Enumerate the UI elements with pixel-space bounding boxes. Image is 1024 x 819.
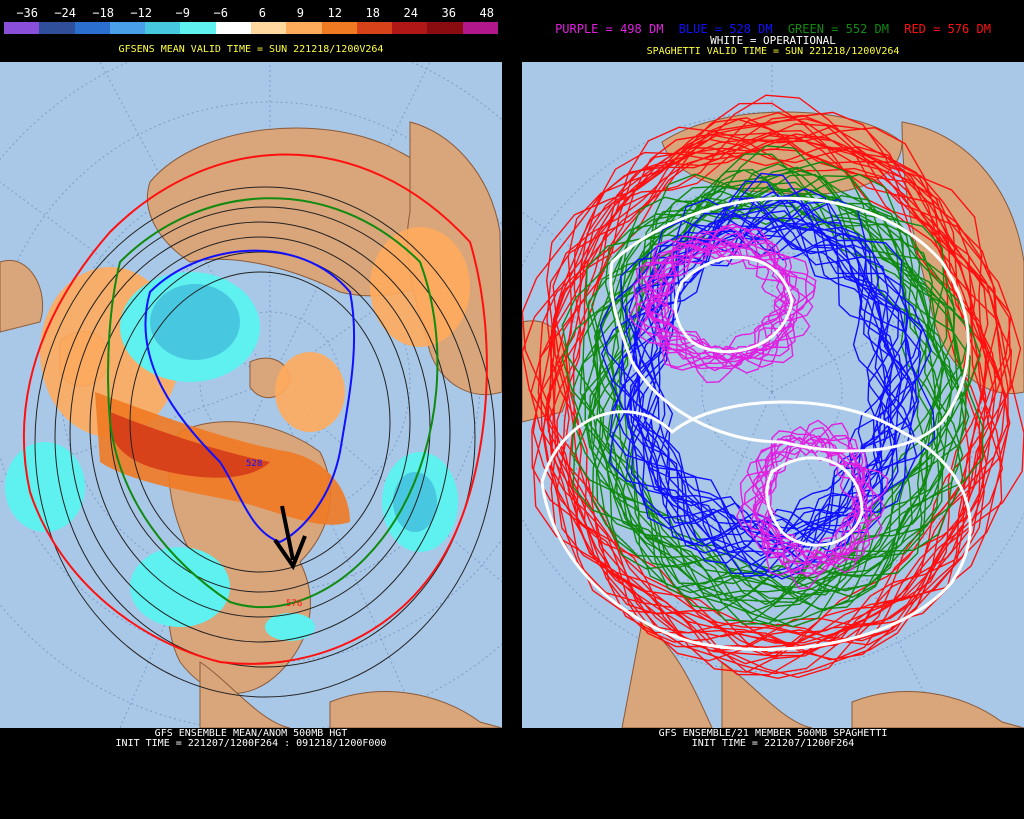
spaghetti-line (531, 126, 1009, 675)
spaghetti-line (561, 145, 982, 610)
right-footer-line2: INIT TIME = 221207/1200F264 (691, 738, 855, 749)
legend-white: WHITE = OPERATIONAL (710, 34, 836, 47)
spaghetti-panel: PURPLE = 498 DM BLUE = 528 DM GREEN = 55… (522, 0, 1024, 819)
colorbar-swatch (145, 22, 181, 34)
spaghetti-line (609, 198, 916, 574)
spaghetti-line (638, 223, 816, 374)
spaghetti-red-contours (522, 94, 1024, 680)
spaghetti-line (561, 153, 972, 612)
panel-divider (502, 0, 522, 819)
spaghetti-line (643, 225, 903, 548)
spaghetti-line (752, 438, 860, 567)
ensemble-mean-map: 528 576 (0, 62, 502, 728)
colorbar-tick-label: 6 (258, 6, 266, 20)
colorbar-tick-label: −18 (92, 6, 114, 20)
spaghetti-line (637, 201, 920, 559)
colorbar-tick-label: 12 (327, 6, 342, 20)
spaghetti-line (648, 228, 814, 368)
colorbar-tick-label: 24 (403, 6, 418, 20)
spaghetti-green-contours (561, 145, 984, 628)
spaghetti-line (619, 196, 900, 554)
operational-contours (540, 196, 972, 651)
colorbar-swatch (250, 22, 287, 34)
left-footer-line1: GFS ENSEMBLE MEAN/ANOM 500MB HGT (154, 728, 348, 739)
colorbar-tick-label: −6 (213, 6, 228, 20)
contour-528 (144, 249, 356, 544)
spaghetti-line (547, 147, 985, 657)
spaghetti-line (585, 161, 967, 600)
contour-576 (22, 153, 488, 665)
spaghetti-line (630, 222, 892, 557)
spaghetti-line (743, 425, 871, 573)
left-valid-time: GFSENS MEAN VALID TIME = SUN 221218/1200… (118, 44, 384, 55)
spaghetti-map-svg (522, 62, 1024, 728)
colorbar-swatch (462, 22, 498, 34)
spaghetti-line (587, 170, 959, 589)
colorbar-swatch (356, 22, 393, 34)
contour-552 (107, 197, 439, 609)
right-footer-line1: GFS ENSEMBLE/21 MEMBER 500MB SPAGHETTI (658, 728, 888, 739)
spaghetti-line (645, 225, 817, 368)
spaghetti-line (610, 197, 918, 575)
spaghetti-line (522, 94, 1022, 661)
colorbar-tick-label: −9 (175, 6, 190, 20)
spaghetti-line (589, 184, 946, 614)
colorbar-tick-label: 9 (296, 6, 304, 20)
legend-blue: BLUE = 528 DM (678, 22, 773, 36)
colorbar-tick-label: 36 (441, 6, 456, 20)
spaghetti-line (542, 126, 1024, 680)
spaghetti-line (635, 226, 809, 369)
colorbar-swatch (321, 22, 357, 34)
left-footer-line2: INIT TIME = 221207/1200F264 : 091218/120… (115, 738, 387, 749)
colorbar-tick-label: 48 (479, 6, 494, 20)
spaghetti-line (643, 243, 796, 370)
colorbar-tick-labels: −36 −24 −18 −12 −9 −6 6 9 12 18 24 36 48 (4, 6, 498, 20)
spaghetti-line (628, 200, 902, 546)
spaghetti-line (736, 434, 883, 590)
legend-red: RED = 576 DM (904, 22, 991, 36)
colorbar-swatch (4, 22, 40, 34)
colorbar-swatch (392, 22, 428, 34)
black-arrow-icon (273, 505, 307, 571)
colorbar-swatch (215, 22, 251, 34)
spaghetti-line (598, 175, 970, 608)
spaghetti-line (546, 118, 1004, 644)
colorbar-swatch (180, 22, 216, 34)
colorbar-tick-label: −36 (16, 6, 38, 20)
contour-legend: PURPLE = 498 DM BLUE = 528 DM GREEN = 55… (522, 22, 1024, 36)
spaghetti-line (532, 138, 1004, 676)
colorbar-swatch (109, 22, 146, 34)
legend-green: GREEN = 552 DM (787, 22, 889, 36)
colorbar-swatch (286, 22, 322, 34)
spaghetti-line (570, 168, 964, 623)
colorbar-swatch (39, 22, 75, 34)
colorbar-swatch (74, 22, 110, 34)
contour-label-528: 528 (246, 459, 262, 469)
contour-label-576: 576 (286, 599, 302, 609)
colorbar-tick-label: 18 (365, 6, 380, 20)
spaghetti-line (522, 102, 1012, 662)
colorbar-tick-label: −12 (130, 6, 152, 20)
spaghetti-line (752, 419, 889, 574)
ensemble-mean-panel: −36 −24 −18 −12 −9 −6 6 9 12 18 24 36 48 GFSENS MEAN… (0, 0, 502, 819)
spaghetti-line (550, 148, 987, 657)
right-valid-time: SPAGHETTI VALID TIME = SUN 221218/1200V2… (646, 46, 900, 57)
spaghetti-line (753, 422, 886, 574)
spaghetti-purple-contours (628, 223, 889, 590)
colorbar-tick-label: −24 (54, 6, 76, 20)
spaghetti-map (522, 62, 1024, 728)
spaghetti-line (595, 166, 971, 612)
spaghetti-line (628, 239, 811, 384)
spaghetti-line (599, 172, 932, 563)
spaghetti-line (739, 430, 868, 577)
ensemble-mean-map-svg: 528 576 (0, 62, 502, 728)
legend-purple: PURPLE = 498 DM (555, 22, 664, 36)
spaghetti-line (613, 218, 915, 577)
anomaly-colorbar (4, 22, 498, 34)
colorbar-swatch (427, 22, 463, 34)
